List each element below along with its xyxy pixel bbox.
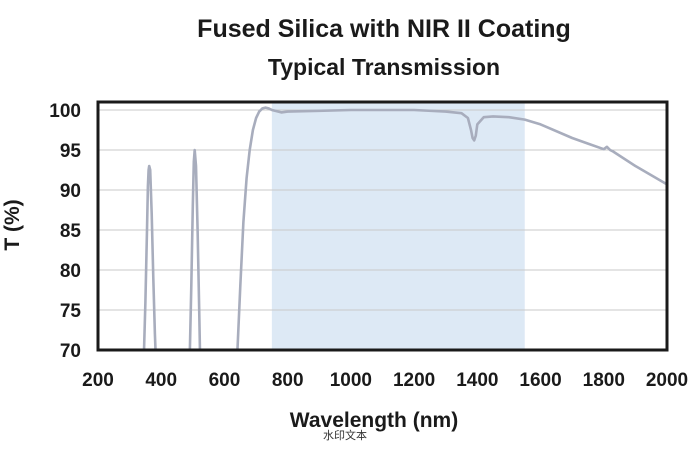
x-axis-label: Wavelength (nm) [290,409,458,432]
y-tick-label: 95 [60,141,82,162]
chart-title: Fused Silica with NIR II Coating [197,15,571,43]
y-tick-label: 80 [60,261,81,282]
x-tick-label: 1000 [330,370,372,391]
y-tick-label: 85 [60,221,82,242]
x-tick-label: 200 [82,370,114,391]
x-tick-label: 2000 [646,370,688,391]
watermark-text: 水印文本 [323,428,367,442]
plot-frame [96,100,669,352]
y-tick-label: 75 [60,301,82,322]
x-tick-label: 1400 [456,370,498,391]
x-tick-label: 600 [209,370,241,391]
y-tick-label: 100 [49,101,81,122]
x-tick-label: 1200 [393,370,435,391]
x-tick-label: 400 [145,370,177,391]
y-tick-label: 90 [60,181,81,202]
y-tick-label: 70 [60,341,81,362]
x-tick-label: 1600 [519,370,561,391]
design-band [271,102,525,350]
plot-area [96,100,669,352]
series-line [142,106,667,350]
y-axis-label: T (%) [1,199,24,250]
x-tick-label: 1800 [583,370,625,391]
x-tick-label: 800 [272,370,304,391]
chart-subtitle: Typical Transmission [268,54,500,80]
